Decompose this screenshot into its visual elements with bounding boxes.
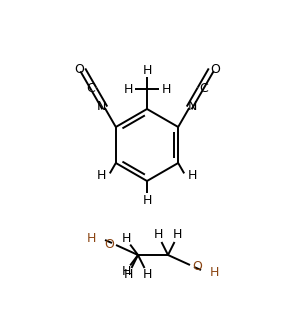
Text: C: C [86,82,95,95]
Text: O: O [192,259,202,273]
Text: H: H [142,64,152,77]
Text: H: H [143,268,152,282]
Text: H: H [161,82,171,96]
Text: O: O [210,63,220,76]
Text: H: H [188,169,197,182]
Text: N: N [96,100,106,113]
Text: C: C [199,82,208,95]
Text: H: H [123,82,133,96]
Text: H: H [173,228,182,242]
Text: H: H [124,268,133,282]
Text: H: H [122,265,131,278]
Text: O: O [104,237,114,251]
Text: H: H [87,232,96,245]
Text: H: H [154,228,163,242]
Text: H: H [122,232,131,245]
Text: O: O [74,63,84,76]
Text: H: H [142,193,152,206]
Text: H: H [210,266,219,278]
Text: N: N [188,100,197,113]
Text: H: H [96,169,106,182]
